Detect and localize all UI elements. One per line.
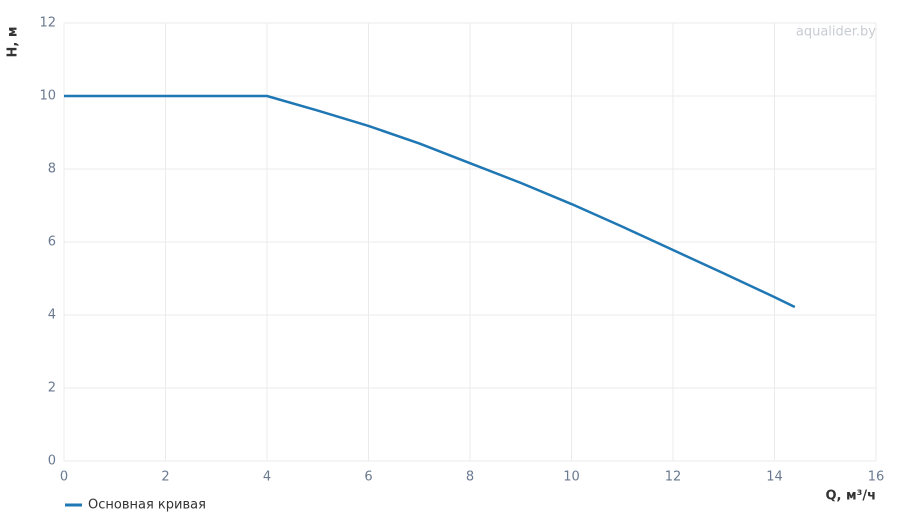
y-tick-label: 2 xyxy=(48,381,56,396)
y-tick-label: 4 xyxy=(48,308,56,323)
y-tick-label: 8 xyxy=(48,162,56,177)
x-tick-label: 16 xyxy=(868,470,885,485)
x-tick-label: 12 xyxy=(665,470,682,485)
x-tick-label: 10 xyxy=(563,470,580,485)
y-axis-title: H, м xyxy=(6,27,21,58)
x-tick-label: 2 xyxy=(161,470,169,485)
x-tick-label: 6 xyxy=(364,470,372,485)
y-tick-label: 12 xyxy=(39,16,56,31)
line-series xyxy=(64,94,796,309)
y-tick-label: 6 xyxy=(48,235,56,250)
x-tick-label: 0 xyxy=(60,470,68,485)
x-tick-label: 14 xyxy=(766,470,783,485)
x-axis-title: Q, м³/ч xyxy=(825,489,876,504)
y-tick-label: 10 xyxy=(39,89,56,104)
x-tick-label: 4 xyxy=(263,470,271,485)
y-tick-label: 0 xyxy=(48,454,56,469)
x-tick-label: 8 xyxy=(466,470,474,485)
watermark: aqualider.by xyxy=(796,25,876,40)
legend-label: Основная кривая xyxy=(88,498,206,513)
